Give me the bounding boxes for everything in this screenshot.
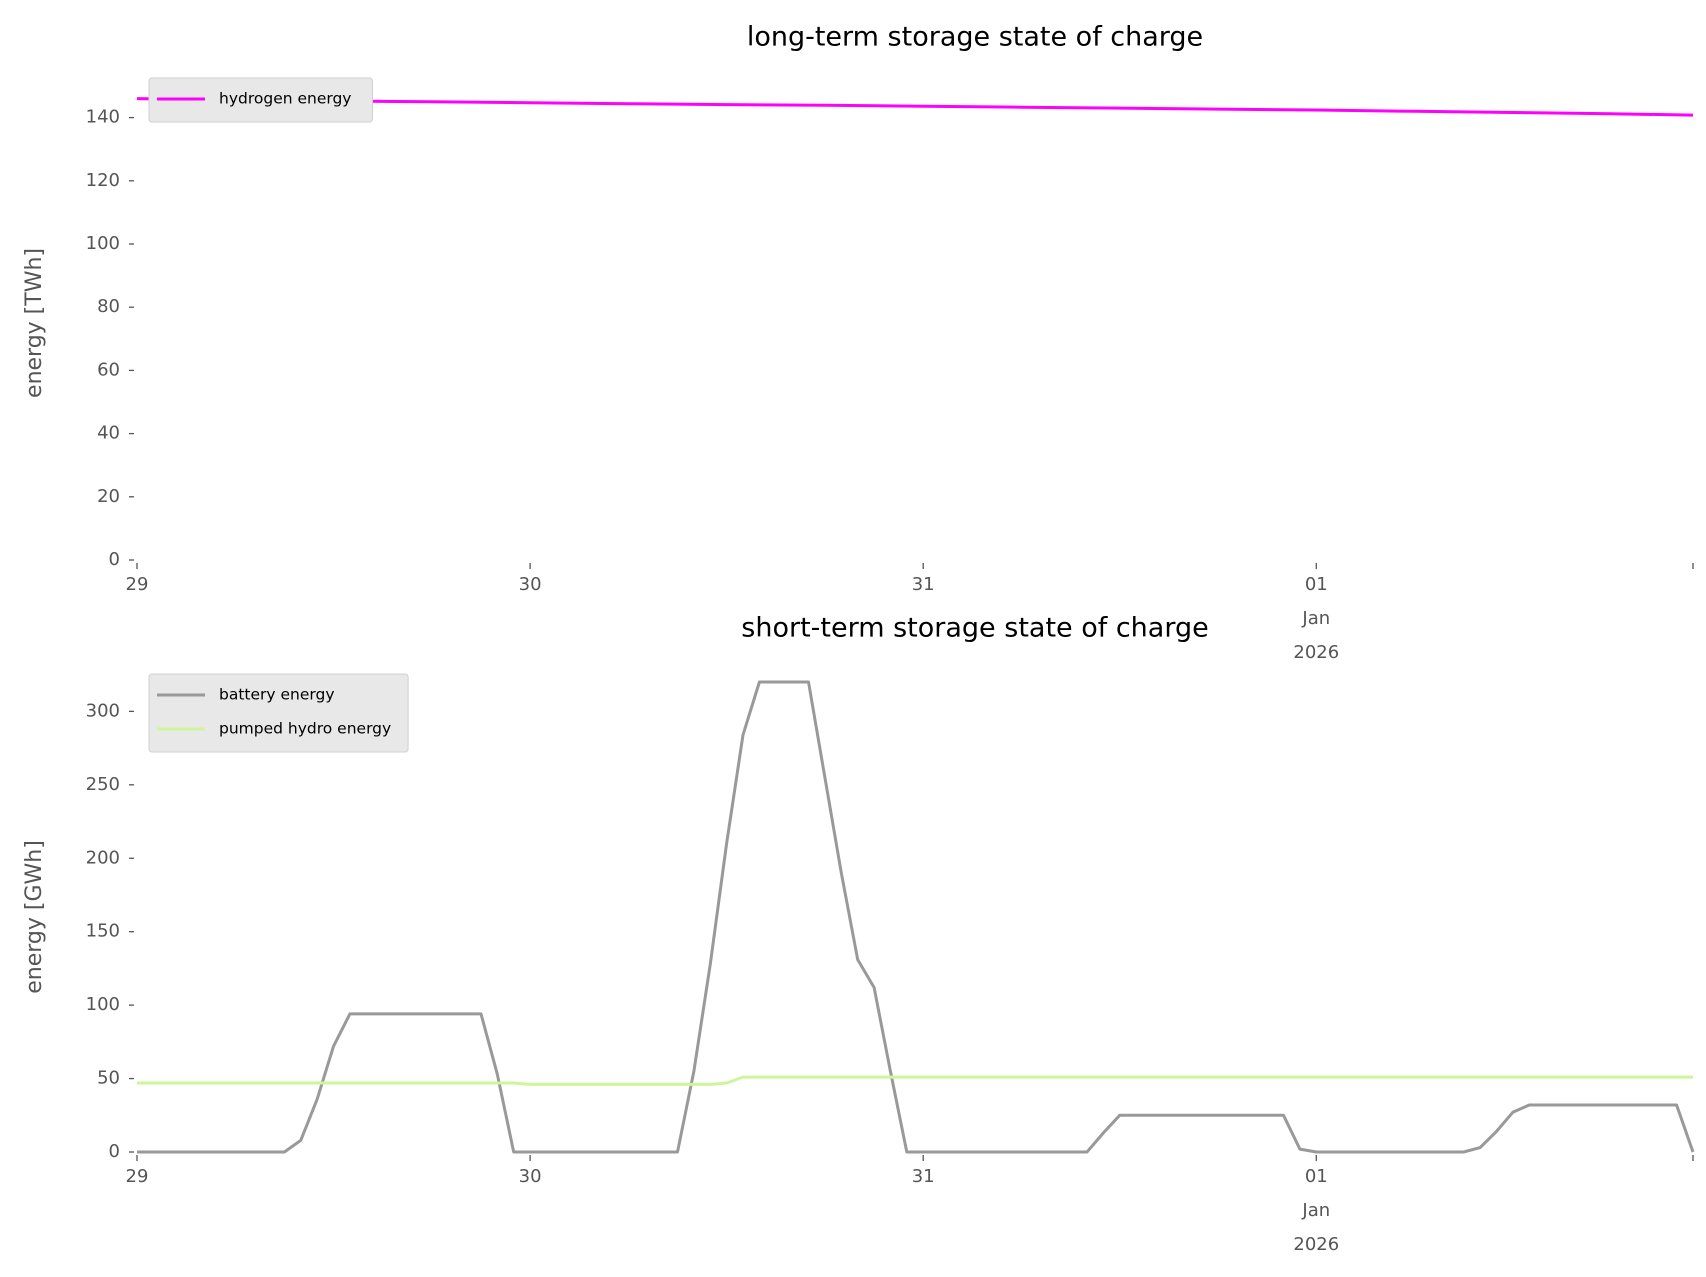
y-tick-label: 20: [97, 486, 120, 507]
y-tick-label: 0: [109, 1141, 120, 1162]
y-tick-label: 140: [86, 107, 120, 128]
y-tick-label: 120: [86, 170, 120, 191]
series-line-hydrogen-energy: [136, 97, 1694, 117]
x-tick-label: 29: [126, 1166, 149, 1187]
x-tick-label: 30: [519, 1166, 542, 1187]
x-tick-label: 31: [912, 574, 935, 595]
y-axis-label: energy [TWh]: [22, 248, 47, 398]
y-tick-label: 60: [97, 359, 120, 380]
y-tick-label: 100: [86, 994, 120, 1015]
chart-panel-2: short-term storage state of charge energy…: [22, 613, 1695, 1255]
legend-entry: pumped hydro energy: [219, 720, 391, 738]
y-tick-label: 250: [86, 774, 120, 795]
x-tick-label: 31: [912, 1166, 935, 1187]
y-tick-label: 100: [86, 233, 120, 254]
x-tick-label: 29: [126, 574, 149, 595]
x-tick-label: 2026: [1293, 1234, 1339, 1255]
x-tick-label: Jan: [1301, 1200, 1330, 1221]
x-tick-label: 2026: [1293, 642, 1339, 663]
legend-box: [148, 77, 373, 123]
y-tick-label: 300: [86, 700, 120, 721]
y-tick-label: 200: [86, 847, 120, 868]
y-tick-label: 40: [97, 423, 120, 444]
series-line-pumped-hydro-energy: [137, 1075, 1693, 1086]
chart-panel-1: long-term storage state of charge energy …: [22, 22, 1694, 663]
y-tick-label: 50: [97, 1068, 120, 1089]
x-tick-label: Jan: [1301, 608, 1330, 629]
legend-box: [148, 673, 409, 753]
x-tick-label: 30: [519, 574, 542, 595]
legend-entry: battery energy: [219, 686, 335, 704]
series-line-battery-energy: [137, 680, 1695, 1154]
y-tick-label: 80: [97, 296, 120, 317]
y-tick-label: 150: [86, 921, 120, 942]
x-tick-label: 01: [1305, 574, 1328, 595]
chart-title: long-term storage state of charge: [747, 22, 1203, 53]
y-tick-label: 0: [109, 549, 120, 570]
legend-entry: hydrogen energy: [219, 90, 351, 108]
chart-title: short-term storage state of charge: [741, 613, 1208, 644]
y-axis-label: energy [GWh]: [22, 840, 47, 994]
x-tick-label: 01: [1305, 1166, 1328, 1187]
